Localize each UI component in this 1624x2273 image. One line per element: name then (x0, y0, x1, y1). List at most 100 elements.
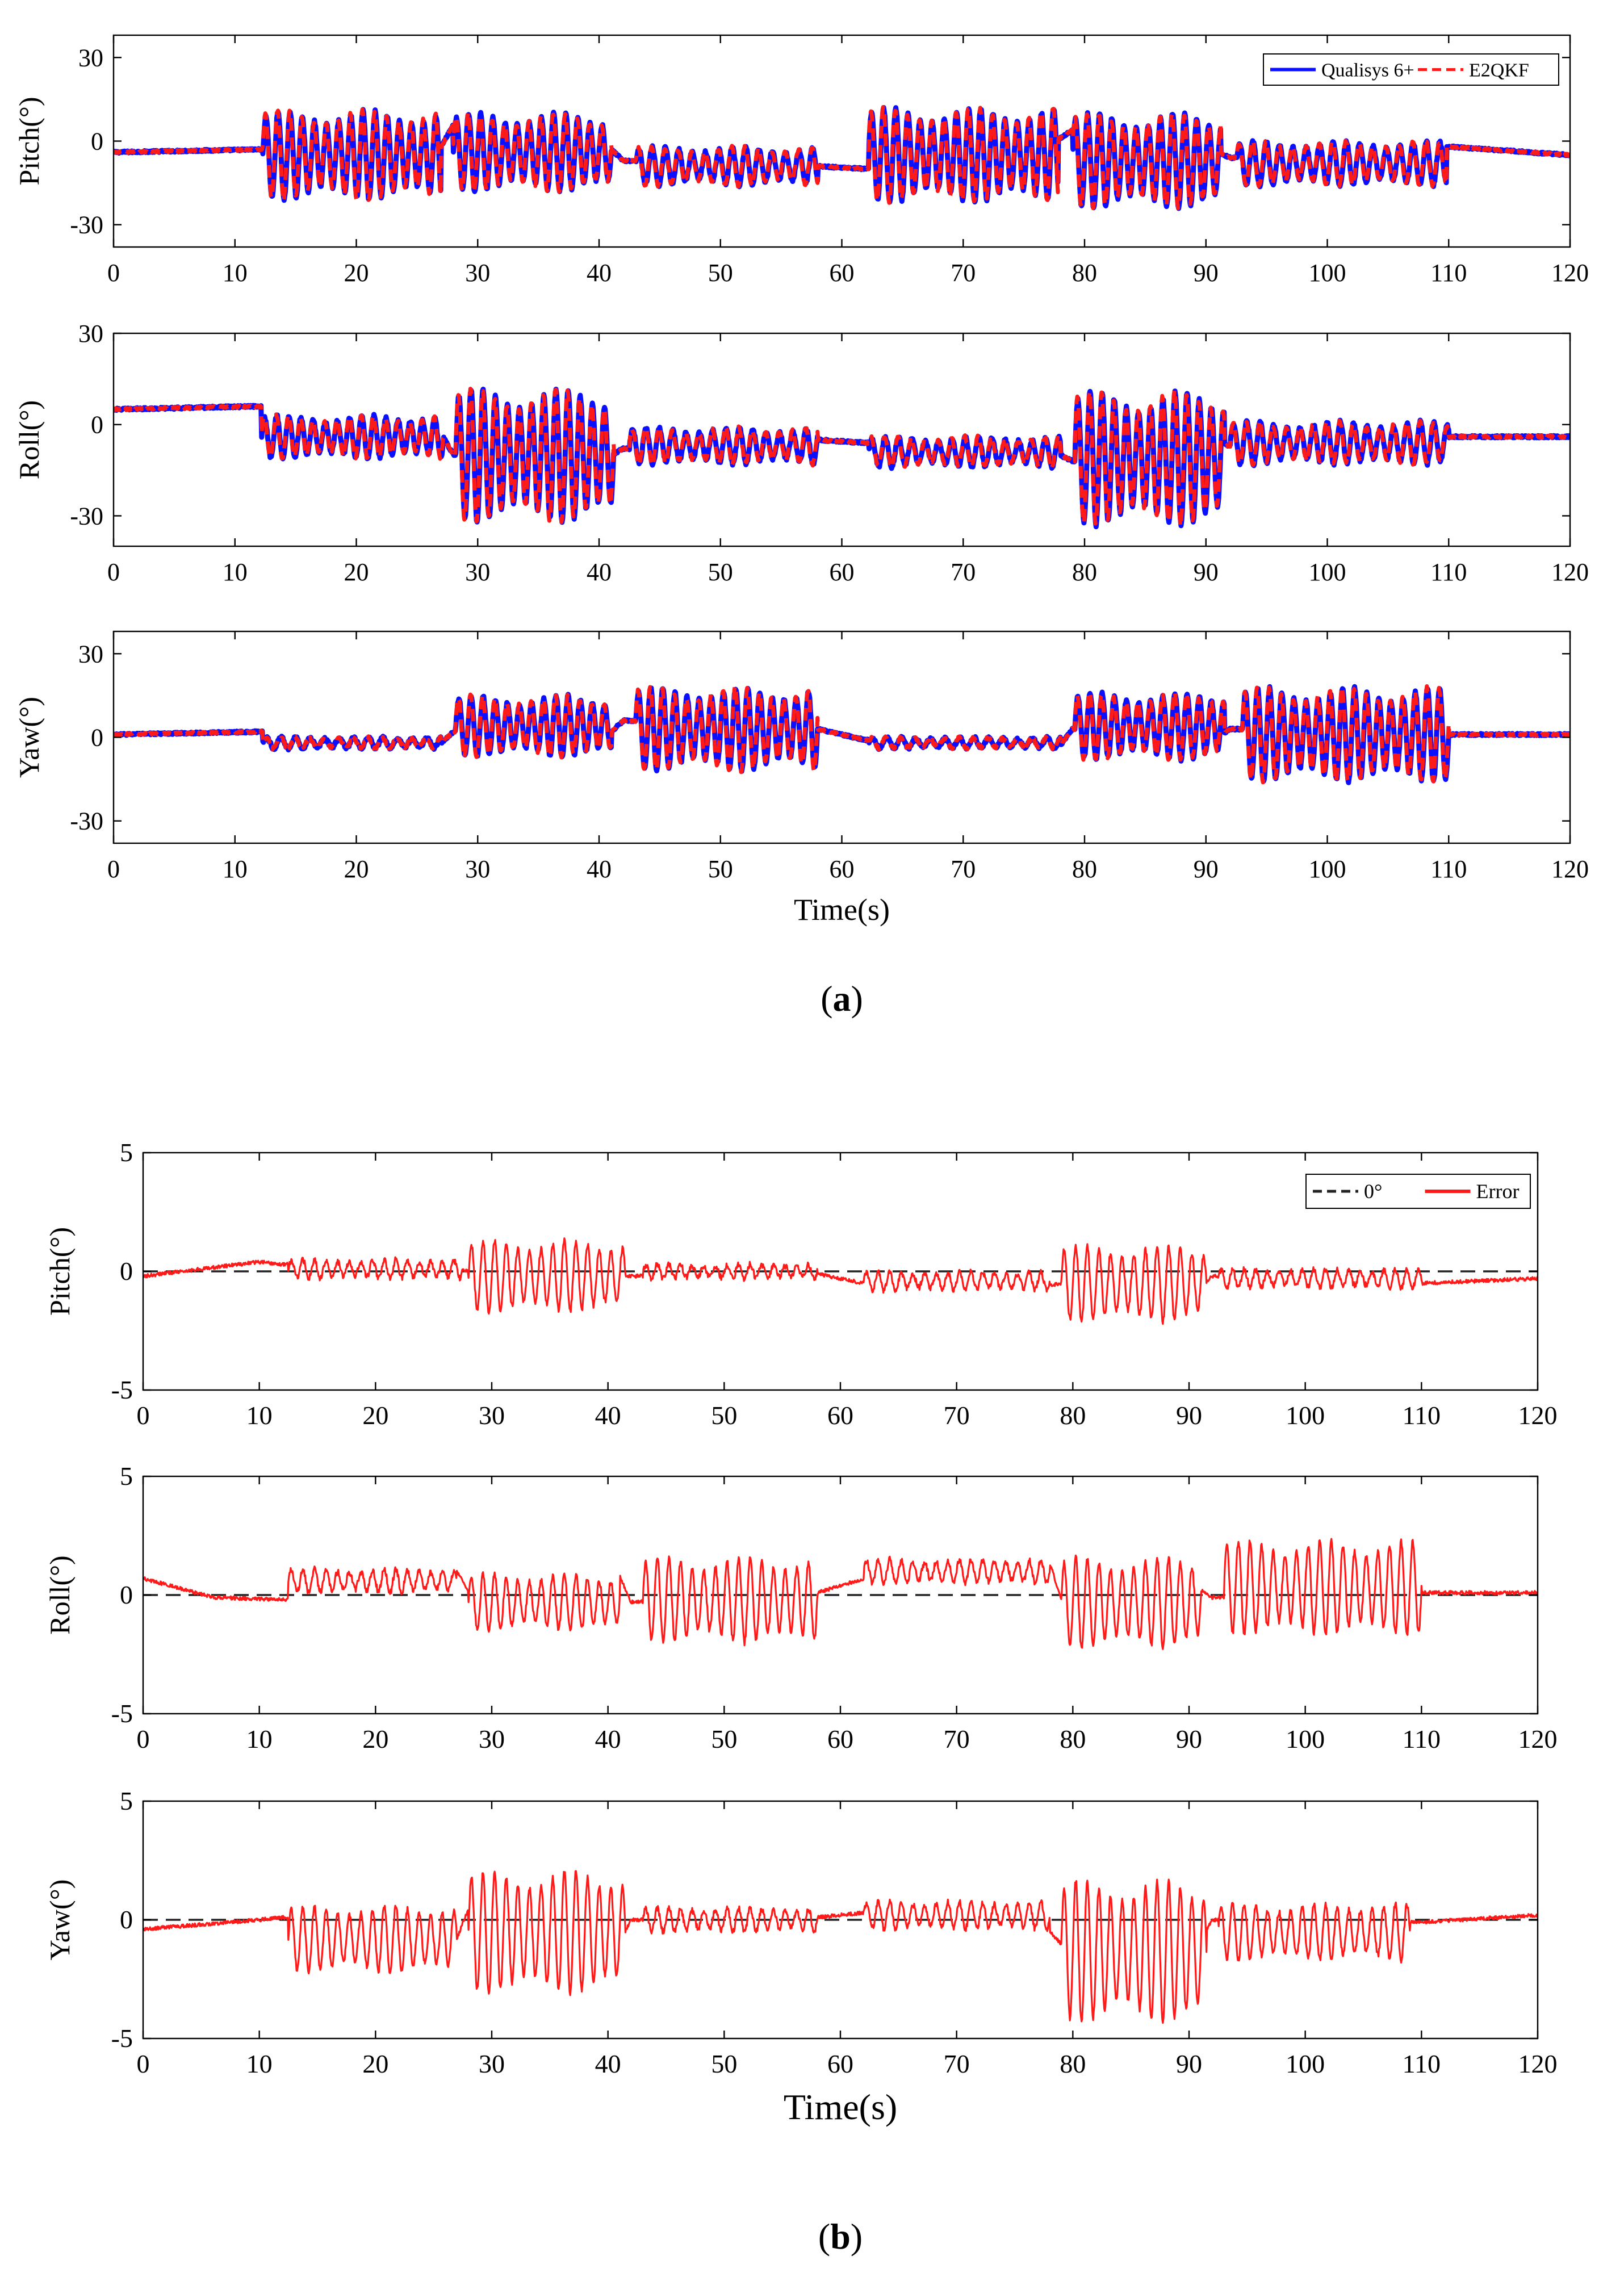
x-tick-label: 110 (1430, 558, 1467, 586)
x-tick-label: 80 (1072, 259, 1097, 287)
x-tick-label: 20 (344, 855, 369, 883)
panel-label-letter: b (830, 2216, 851, 2257)
y-axis-label: Pitch(°) (13, 97, 45, 185)
x-tick-label: 60 (827, 1724, 853, 1753)
x-tick-label: 80 (1072, 558, 1097, 586)
x-tick-label: 90 (1194, 558, 1219, 586)
x-tick-label: 20 (344, 558, 369, 586)
y-tick-label: 30 (78, 640, 103, 668)
y-tick-label: 5 (120, 1786, 133, 1815)
y-tick-label: 0 (91, 724, 103, 752)
x-tick-label: 70 (951, 558, 976, 586)
e2qkf-series-line (114, 387, 1570, 529)
x-tick-label: 20 (344, 259, 369, 287)
subplot-roll: 0 10 20 30 40 50 60 70 80 90 100 110 120-30030Roll(°… (13, 320, 1589, 586)
x-tick-label: 80 (1060, 1724, 1086, 1753)
legend: 0° Error (1305, 1174, 1531, 1209)
x-tick-label: 10 (223, 259, 248, 287)
x-tick-label: 80 (1060, 2049, 1086, 2078)
x-tick-label: 50 (708, 855, 733, 883)
x-tick-label: 80 (1072, 855, 1097, 883)
y-tick-label: 0 (120, 1905, 133, 1934)
x-tick-label: 110 (1403, 1724, 1441, 1753)
x-tick-label: 60 (827, 2049, 853, 2078)
y-tick-label: 5 (120, 1138, 133, 1167)
y-tick-label: 0 (120, 1580, 133, 1609)
y-tick-label: -30 (70, 211, 103, 239)
x-tick-label: 0 (107, 259, 120, 287)
x-tick-label: 10 (223, 855, 248, 883)
y-tick-label: -30 (70, 502, 103, 530)
x-tick-label: 0 (137, 1401, 150, 1430)
x-tick-label: 20 (362, 2049, 388, 2078)
y-axis-label: Roll(°) (44, 1555, 76, 1634)
y-tick-label: 0 (120, 1257, 133, 1286)
x-tick-label: 10 (223, 558, 248, 586)
x-tick-label: 90 (1176, 1401, 1202, 1430)
x-tick-label: 50 (711, 1401, 737, 1430)
x-tick-label: 50 (711, 2049, 737, 2078)
x-tick-label: 70 (951, 259, 976, 287)
x-tick-label: 100 (1309, 558, 1346, 586)
x-tick-label: 0 (107, 855, 120, 883)
y-tick-label: -5 (111, 1375, 133, 1404)
x-tick-label: 60 (827, 1401, 853, 1430)
legend-label: Qualisys 6+ (1321, 60, 1414, 81)
x-tick-label: 10 (246, 2049, 273, 2078)
x-tick-label: 70 (944, 1401, 970, 1430)
qualisys-series-line (114, 105, 1570, 211)
x-tick-label: 100 (1309, 855, 1346, 883)
legend-label: E2QKF (1469, 60, 1529, 81)
series-group (143, 1538, 1538, 1650)
x-tick-label: 120 (1518, 1724, 1558, 1753)
x-tick-label: 90 (1194, 855, 1219, 883)
x-tick-label: 40 (595, 1401, 621, 1430)
x-tick-label: 30 (479, 2049, 505, 2078)
x-tick-label: 110 (1430, 259, 1467, 287)
series-group (114, 105, 1570, 211)
x-tick-label: 100 (1286, 1401, 1325, 1430)
x-tick-label: 70 (951, 855, 976, 883)
x-tick-label: 120 (1518, 1401, 1558, 1430)
x-tick-label: 80 (1060, 1401, 1086, 1430)
panel-label: (a) (821, 978, 863, 1019)
y-tick-label: 0 (91, 128, 103, 156)
x-tick-label: 110 (1403, 1401, 1441, 1430)
x-tick-label: 60 (830, 259, 855, 287)
x-tick-label: 120 (1518, 2049, 1558, 2078)
y-axis-label: Roll(°) (13, 400, 45, 479)
e2qkf-series-line (114, 105, 1570, 211)
panel-label-open-paren: ( (818, 2216, 830, 2257)
y-tick-label: 0 (91, 411, 103, 439)
x-tick-label: 120 (1551, 558, 1589, 586)
qualisys-series-line (114, 387, 1570, 530)
x-tick-label: 110 (1430, 855, 1467, 883)
panel-label-close-paren: ) (851, 978, 863, 1019)
legend-label: Error (1476, 1180, 1520, 1203)
e2qkf-series-line (114, 684, 1570, 785)
series-group (114, 684, 1570, 785)
legend: Qualisys 6+ E2QKF (1263, 53, 1559, 86)
y-tick-label: -5 (111, 1699, 133, 1728)
y-tick-label: -30 (70, 807, 103, 835)
x-tick-label: 30 (465, 259, 490, 287)
x-tick-label: 90 (1176, 1724, 1202, 1753)
x-tick-label: 30 (479, 1724, 505, 1753)
subplot-pitch: 0 10 20 30 40 50 60 70 80 90 100 110 120-30030Pitch(… (13, 34, 1589, 287)
x-tick-label: 50 (708, 558, 733, 586)
x-tick-label: 10 (246, 1401, 273, 1430)
series-group (143, 1870, 1538, 2024)
x-tick-label: 60 (830, 855, 855, 883)
x-tick-label: 0 (107, 558, 120, 586)
panel-b: 0 10 20 30 40 50 60 70 80 90 100 110 120-505Pitch(°)… (44, 1138, 1558, 2257)
panel-label-open-paren: ( (821, 978, 832, 1019)
panel-label: (b) (818, 2216, 863, 2257)
panel-label-letter: a (833, 978, 851, 1019)
x-tick-label: 40 (587, 558, 612, 586)
y-tick-label: 5 (120, 1462, 133, 1491)
legend-label: 0° (1364, 1180, 1382, 1203)
